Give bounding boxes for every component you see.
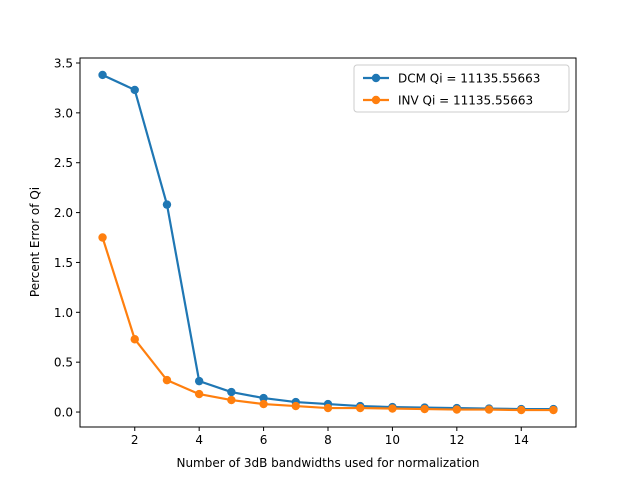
legend: DCM Qi = 11135.55663 INV Qi = 11135.55663 [353,64,570,113]
x-tick-label: 14 [514,433,529,447]
legend-marker-1 [371,73,381,83]
data-point-series-2 [194,389,204,399]
y-tick-label: 0.0 [54,406,73,420]
data-point-series-2 [130,335,139,344]
data-point-series-1 [130,85,139,95]
x-tick-label: 6 [260,433,268,447]
data-point-series-2 [98,233,107,242]
x-tick-label: 12 [449,433,464,447]
legend-marker-2 [371,95,381,105]
y-tick-label: 3.5 [54,56,73,70]
legend-label-1: DCM Qi = 11135.55663 [398,72,540,86]
legend-box [353,64,570,113]
y-tick-label: 1.0 [54,306,73,320]
data-point-series-2 [549,405,558,415]
data-point-series-2 [452,405,462,414]
x-tick-label: 4 [195,433,203,447]
legend-label-2: INV Qi = 11135.55663 [398,94,533,108]
series-layer [98,70,558,415]
axes-layer: 2 4 6 8 10 12 14 0.0 0.5 1.0 1.5 2.0 2.5 3.0 3.5 [54,56,577,447]
y-tick-label: 1.5 [54,256,73,270]
y-tick-label: 3.0 [54,106,73,120]
data-point-series-2 [323,403,333,413]
data-point-series-1 [162,200,172,209]
y-tick-label: 2.0 [54,206,73,220]
data-point-series-2 [420,404,429,414]
data-point-series-2 [388,404,397,413]
data-point-series-2 [356,403,365,413]
data-point-series-1 [227,387,236,397]
data-point-series-2 [227,395,236,405]
y-tick-label: 2.5 [54,156,73,170]
data-point-series-2 [291,401,300,411]
data-point-series-1 [98,70,107,80]
y-axis-label: Percent Error of Qi [28,187,42,297]
x-tick-label: 8 [324,433,332,447]
x-tick-label: 10 [385,433,400,447]
x-axis-label: Number of 3dB bandwidths used for normal… [176,456,479,470]
data-point-series-2 [517,405,526,415]
x-tick-label: 2 [131,433,139,447]
data-point-series-1 [259,393,268,403]
data-point-series-1 [194,376,204,386]
data-point-series-2 [162,375,172,385]
y-tick-label: 0.5 [54,356,73,370]
data-point-series-2 [259,399,268,409]
data-point-series-2 [484,405,494,414]
